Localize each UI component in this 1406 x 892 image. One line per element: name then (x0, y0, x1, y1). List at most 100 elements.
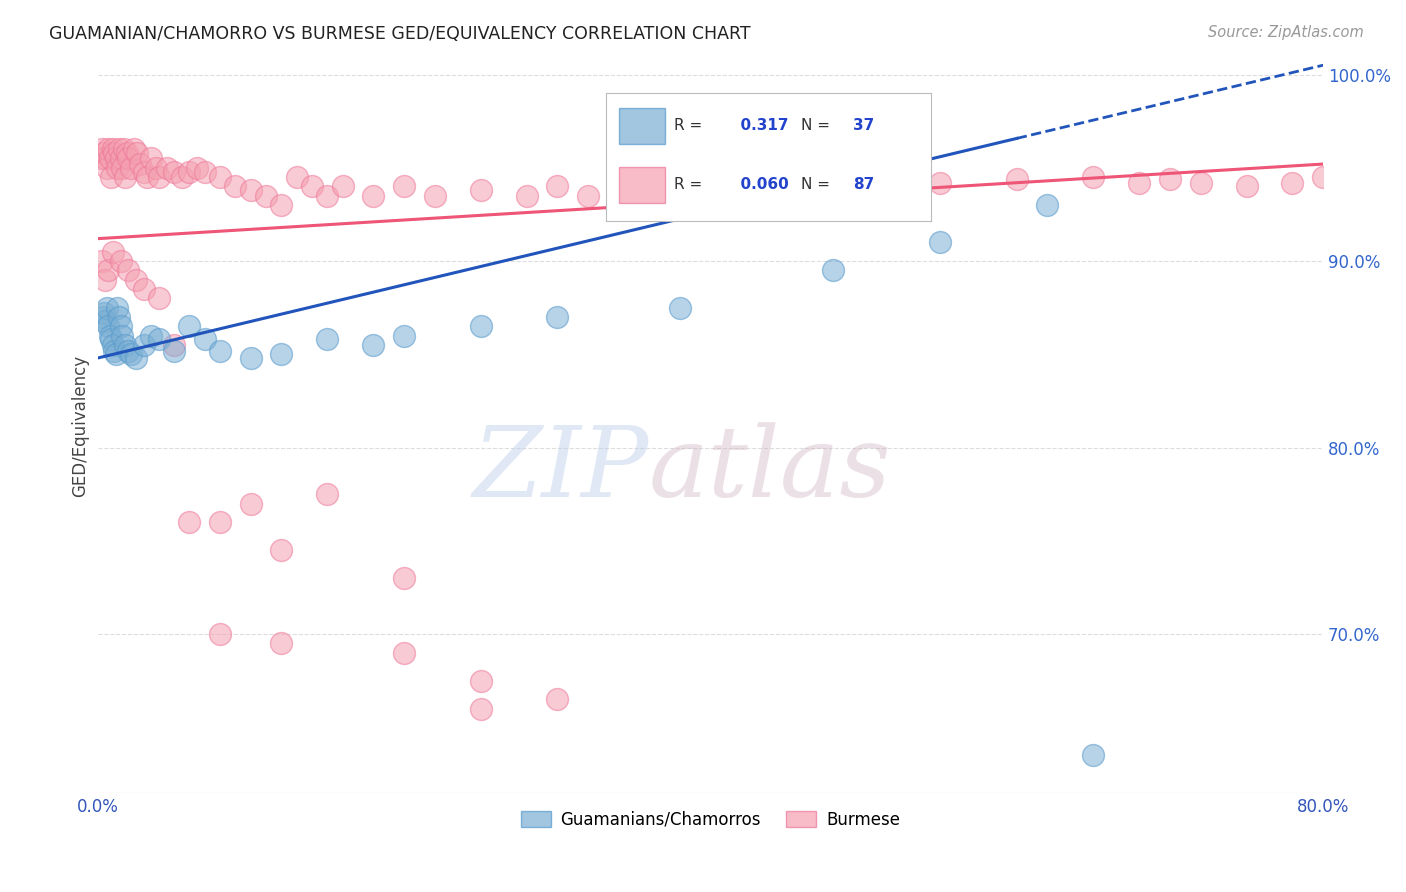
Point (1083, 170, 1105, 185)
Point (224, 179, 246, 194)
Point (285, 170, 308, 185)
Point (194, 332, 217, 346)
Point (699, 179, 721, 194)
Point (194, 164, 217, 178)
Point (1083, 748, 1105, 763)
Point (94, 152, 117, 166)
Point (179, 164, 201, 178)
Point (668, 188, 690, 202)
Point (668, 301, 690, 315)
Point (730, 170, 752, 185)
Point (1159, 172, 1181, 186)
Point (100, 332, 122, 346)
Point (117, 152, 139, 166)
Point (120, 347, 142, 361)
Point (363, 338, 385, 352)
Point (179, 515, 201, 529)
Point (1036, 198, 1059, 212)
Point (470, 702, 492, 716)
Y-axis label: GED/Equivalency: GED/Equivalency (72, 355, 89, 497)
Point (91, 254, 114, 268)
Point (96, 301, 118, 315)
Point (91, 310, 114, 324)
Point (270, 198, 292, 212)
Point (132, 282, 155, 296)
Point (316, 332, 339, 346)
Point (101, 338, 124, 352)
Point (110, 319, 132, 334)
Point (111, 328, 134, 343)
Point (270, 636, 292, 650)
Point (209, 627, 232, 641)
Point (135, 170, 157, 185)
Text: GUAMANIAN/CHAMORRO VS BURMESE GED/EQUIVALENCY CORRELATION CHART: GUAMANIAN/CHAMORRO VS BURMESE GED/EQUIVA… (49, 25, 751, 43)
Point (98, 152, 121, 166)
Point (546, 692, 568, 706)
Point (107, 161, 129, 175)
Point (163, 343, 186, 358)
Legend: Guamanians/Chamorros, Burmese: Guamanians/Chamorros, Burmese (515, 805, 907, 836)
Point (110, 152, 132, 166)
Point (179, 319, 201, 334)
Point (163, 338, 186, 352)
Point (132, 338, 155, 352)
Point (392, 328, 415, 343)
Point (209, 515, 232, 529)
Point (110, 254, 132, 268)
Point (1281, 176, 1303, 190)
Point (125, 351, 148, 365)
Point (98, 328, 121, 343)
Point (1005, 172, 1028, 186)
Point (239, 183, 262, 197)
Point (148, 170, 170, 185)
Point (1128, 176, 1150, 190)
Point (254, 188, 277, 202)
Point (117, 263, 139, 277)
Point (209, 170, 232, 185)
Point (145, 161, 167, 175)
Point (1236, 179, 1258, 194)
Point (546, 179, 568, 194)
Point (316, 487, 339, 501)
Point (515, 188, 537, 202)
Point (104, 347, 127, 361)
Point (107, 301, 129, 315)
Point (392, 646, 415, 660)
Point (363, 188, 385, 202)
Point (546, 310, 568, 324)
Point (470, 183, 492, 197)
Point (111, 161, 134, 175)
Point (97, 142, 120, 156)
Point (929, 235, 952, 250)
Point (141, 152, 163, 166)
Point (114, 170, 136, 185)
Point (124, 142, 146, 156)
Point (101, 142, 124, 156)
Point (186, 161, 208, 175)
Point (576, 188, 599, 202)
Point (108, 310, 131, 324)
Point (170, 170, 193, 185)
Point (91, 142, 114, 156)
Point (97, 319, 120, 334)
Text: atlas: atlas (650, 423, 891, 517)
Point (90, 152, 112, 166)
Point (239, 497, 262, 511)
Point (112, 142, 135, 156)
Text: Source: ZipAtlas.com: Source: ZipAtlas.com (1208, 25, 1364, 40)
Point (94, 314, 117, 328)
Point (108, 142, 131, 156)
Point (623, 183, 645, 197)
Point (120, 161, 142, 175)
Point (423, 188, 446, 202)
Point (96, 161, 118, 175)
Point (821, 263, 844, 277)
Point (392, 179, 415, 194)
Point (239, 351, 262, 365)
Point (115, 145, 138, 160)
Point (103, 343, 125, 358)
Point (1312, 170, 1334, 185)
Point (776, 179, 799, 194)
Point (316, 188, 339, 202)
Point (114, 338, 136, 352)
